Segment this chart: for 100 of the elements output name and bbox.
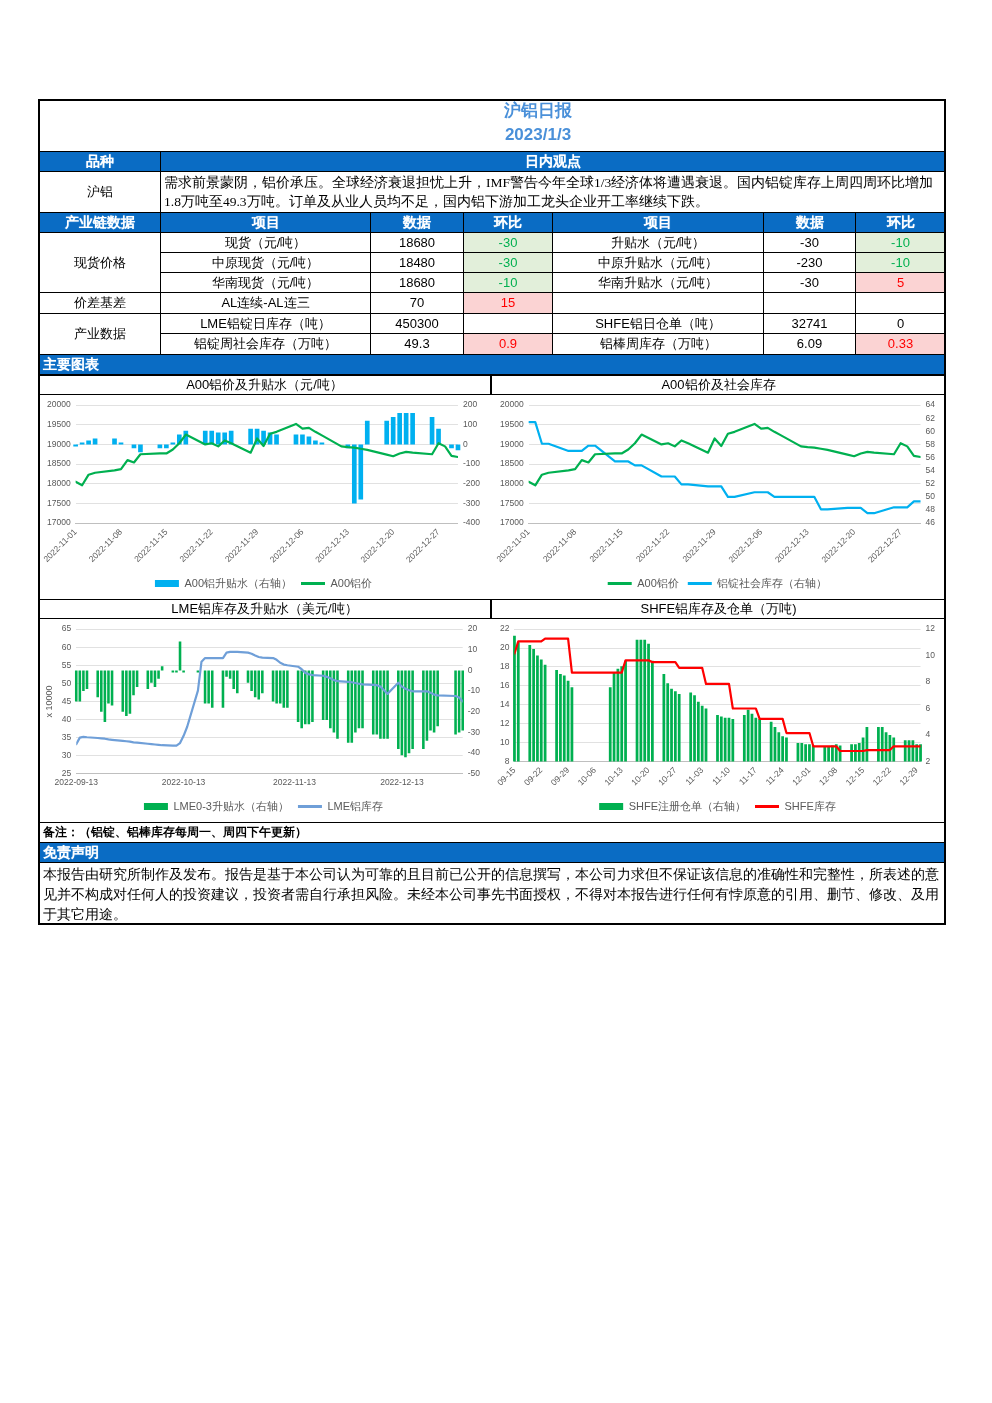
y2-tick-label: -200 xyxy=(462,478,481,489)
text: 2023/1/3 xyxy=(503,124,573,146)
y2-tick-label: 6 xyxy=(925,702,931,713)
text: 产业数据 xyxy=(73,326,126,342)
y-tick-label: 17500 xyxy=(500,497,524,508)
text: AL连续-AL连三 xyxy=(221,295,310,311)
y2-tick-label: 0 xyxy=(467,664,473,675)
text: 70 xyxy=(409,295,425,311)
text: 数据 xyxy=(795,214,824,231)
text: 现货（元/吨） xyxy=(224,234,307,251)
y-tick-label: 18000 xyxy=(47,478,71,489)
text: 需求前景蒙阴，铝价承压。全球经济衰退担忧上升，IMF警告今年全球1/3经济体将遭遇衰退。国内铝锭库存上周四周环比增加1.8万吨至49.3万吨。订单及从业人员均不足，国内铝下游加工龙头企业开工率继续下跌。 xyxy=(164,174,935,211)
bar xyxy=(404,670,407,758)
y-tick-label: 35 xyxy=(61,731,72,742)
y2-tick-label: 12 xyxy=(925,623,936,634)
bar xyxy=(379,670,382,739)
text: 品种 xyxy=(85,153,114,170)
text: 备注：（铝锭、铝棒库存每周一、周四下午更新） xyxy=(43,825,307,840)
y2-tick-label: 62 xyxy=(925,412,936,423)
y-tick-label: 16 xyxy=(499,680,510,691)
bar xyxy=(371,670,375,735)
text: 6.09 xyxy=(796,336,823,352)
bar xyxy=(364,420,370,445)
y2-tick-label: 8 xyxy=(925,676,931,687)
y-tick-label: 20 xyxy=(499,642,510,653)
y2-tick-label: 10 xyxy=(925,649,936,660)
bar xyxy=(386,670,389,739)
y2-tick-label: 0 xyxy=(462,438,468,449)
bar xyxy=(436,428,441,445)
bar xyxy=(207,670,210,704)
bar xyxy=(232,670,235,690)
y2-tick-label: 4 xyxy=(925,729,931,740)
bar xyxy=(313,440,318,445)
y-tick-label: 19500 xyxy=(47,419,71,430)
y-tick-label: 14 xyxy=(499,699,510,710)
y2-tick-label: 200 xyxy=(462,399,478,410)
bar xyxy=(411,670,414,749)
text: 免责声明 xyxy=(43,844,99,861)
y2-tick-label: 64 xyxy=(925,399,936,410)
y-tick-label: 10 xyxy=(499,736,510,747)
bar xyxy=(121,670,125,712)
chart-title: A00铝价及升贴水（元/吨） xyxy=(38,375,491,395)
bar xyxy=(300,434,305,445)
bar xyxy=(210,670,214,708)
text: 49.3 xyxy=(404,336,430,352)
y2-tick-label: 46 xyxy=(925,517,936,528)
y2-tick-label: -40 xyxy=(467,747,481,758)
text: 升贴水（元/吨） xyxy=(610,234,706,251)
y2-tick-label: 48 xyxy=(925,504,936,515)
text: 0.33 xyxy=(887,336,914,352)
text: 5 xyxy=(896,274,905,291)
bar xyxy=(182,670,185,673)
legend-label: A00铝价 xyxy=(637,576,679,589)
text: 沪铝日报 xyxy=(503,100,573,122)
y-tick-label: 22 xyxy=(499,623,510,634)
bar xyxy=(278,670,282,704)
bar xyxy=(275,670,278,704)
y2-tick-label: -20 xyxy=(467,706,481,717)
bar xyxy=(300,670,303,729)
text: 32741 xyxy=(791,315,828,332)
text: 主要图表 xyxy=(43,356,99,373)
bar xyxy=(336,670,339,739)
chart-title: SHFE铝库存及仓单（万吨) xyxy=(491,599,946,619)
text: 项目 xyxy=(251,214,280,231)
chart-title: A00铝价及社会库存 xyxy=(491,375,946,395)
bar xyxy=(461,670,464,731)
y-tick-label: 45 xyxy=(61,695,72,706)
y2-tick-label: -50 xyxy=(467,768,481,779)
text: 项目 xyxy=(644,214,672,231)
text: 沪铝 xyxy=(86,184,113,200)
bar xyxy=(303,670,307,725)
y-tick-label: 8 xyxy=(504,755,510,766)
text: 华南现货（元/吨） xyxy=(211,274,320,291)
y-tick-label: 19000 xyxy=(47,438,71,449)
text: -10 xyxy=(498,274,518,291)
y2-tick-label: 100 xyxy=(462,419,478,430)
y-tick-label: 18500 xyxy=(47,458,71,469)
text: 现货价格 xyxy=(73,254,126,271)
text: 本报告由研究所制作及发布。报告是基于本公司认为可靠的且目前已公开的信息撰写，本公司力求但不保证该信息的准确性和完整性，所表述的意见并不构成对任何人的投资建议，投资者需自行承担风险。未经本公司事先书面授权，不得对本报告进行任何有悖原意的引用、删节、修改、及用于其它用途。 xyxy=(43,866,940,924)
text: LME铝锭日库存（吨） xyxy=(200,315,331,332)
x-tick-label: 2022-11-13 xyxy=(273,777,317,788)
text: 产业链数据 xyxy=(64,214,135,231)
y-tick-label: 18000 xyxy=(500,478,524,489)
legend-label: LME铝库存 xyxy=(327,799,384,812)
text: 18680 xyxy=(398,234,436,251)
y2-tick-label: 2 xyxy=(925,755,931,766)
text: -230 xyxy=(796,254,823,271)
y2-tick-label: -30 xyxy=(467,726,481,737)
y2-tick-label: -100 xyxy=(462,458,481,469)
bar xyxy=(410,412,415,445)
bar xyxy=(125,670,128,716)
bar xyxy=(422,670,425,749)
text: 日内观点 xyxy=(525,153,581,170)
text: 铝锭周社会库存（万吨） xyxy=(194,336,337,352)
text: -30 xyxy=(498,254,518,271)
legend-label: SHFE库存 xyxy=(784,799,836,812)
text: 价差基差 xyxy=(73,295,126,311)
bar xyxy=(257,670,261,700)
y2-tick-label: -400 xyxy=(462,517,481,528)
y-tick-label: 25 xyxy=(61,768,72,779)
